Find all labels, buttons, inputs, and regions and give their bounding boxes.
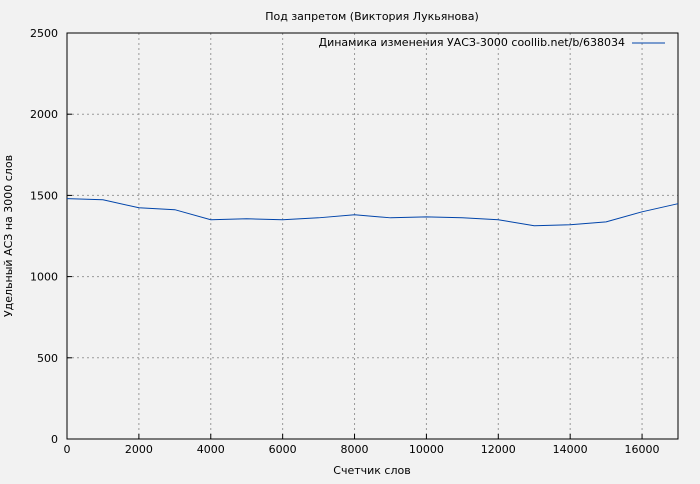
y-tick-label: 500 xyxy=(37,352,58,365)
x-axis-label: Счетчик слов xyxy=(333,464,410,477)
y-tick-label: 1000 xyxy=(30,271,58,284)
x-tick-label: 8000 xyxy=(341,443,369,456)
series-line xyxy=(66,198,679,227)
legend: Динамика изменения УАСЗ-3000 coollib.net… xyxy=(319,36,665,49)
x-tick-label: 14000 xyxy=(553,443,588,456)
grid xyxy=(67,33,678,439)
series-layer xyxy=(66,198,679,227)
x-tick-label: 10000 xyxy=(409,443,444,456)
x-tick-label: 16000 xyxy=(625,443,660,456)
y-tick-label: 2500 xyxy=(30,27,58,40)
y-axis-label: Удельный АСЗ на 3000 слов xyxy=(2,155,15,317)
ticks: 0 2000 4000 6000 8000 10000 12000 14000 16000 0 50… xyxy=(30,27,660,456)
x-tick-label: 4000 xyxy=(197,443,225,456)
y-tick-label: 2000 xyxy=(30,108,58,121)
y-tick-label: 0 xyxy=(51,433,58,446)
chart-title: Под запретом (Виктория Лукьянова) xyxy=(265,10,479,23)
x-tick-label: 0 xyxy=(64,443,71,456)
x-tick-label: 2000 xyxy=(125,443,153,456)
legend-label: Динамика изменения УАСЗ-3000 coollib.net… xyxy=(319,36,626,49)
x-tick-label: 12000 xyxy=(481,443,516,456)
plot-frame xyxy=(66,32,679,440)
y-tick-label: 1500 xyxy=(30,189,58,202)
x-tick-label: 6000 xyxy=(269,443,297,456)
